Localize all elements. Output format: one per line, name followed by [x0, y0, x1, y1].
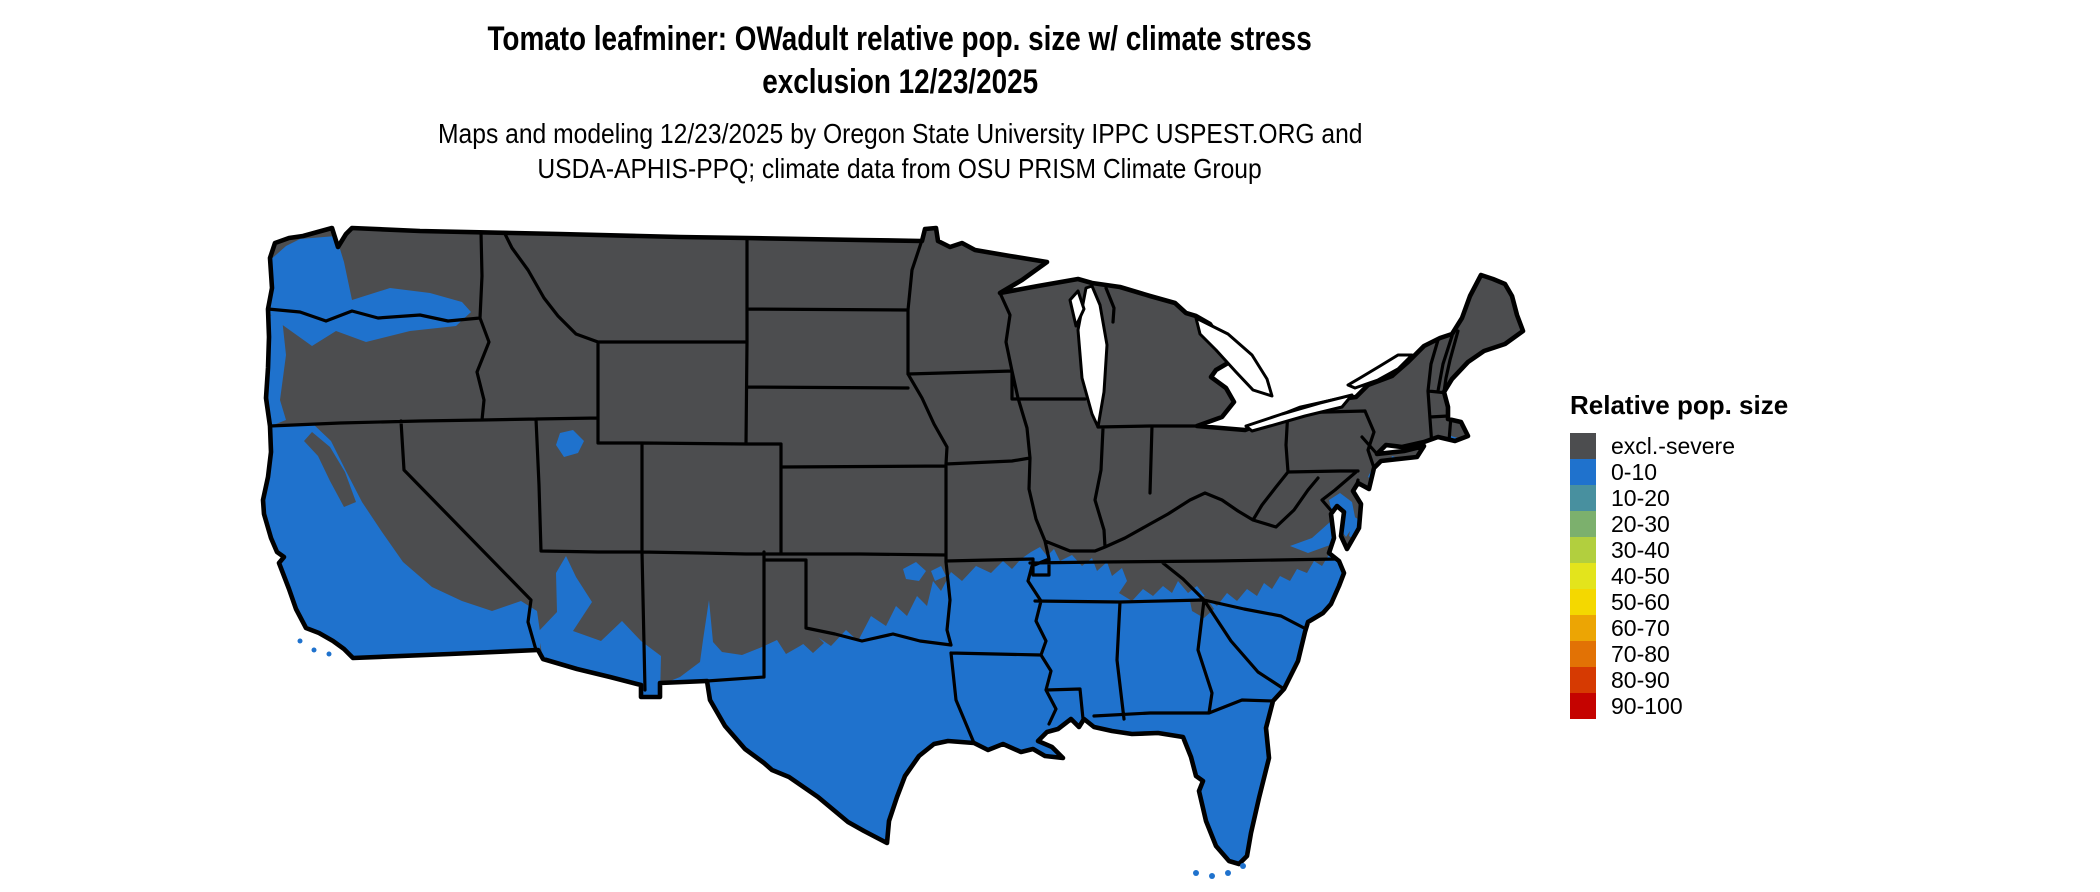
legend-item: 50-60	[1570, 589, 1788, 615]
florida-keys-dot	[1240, 863, 1246, 869]
legend-item: 60-70	[1570, 615, 1788, 641]
legend-title: Relative pop. size	[1570, 390, 1789, 420]
legend-items: excl.-severe 0-10 10-20 20-30 30-40 40-50 50-6…	[1570, 433, 1788, 719]
population-region-0-10	[263, 236, 1461, 864]
legend-item: 70-80	[1570, 641, 1788, 667]
map-legend: Relative pop. size excl.-severe 0-10 10-20…	[1570, 390, 1788, 719]
legend-item: 40-50	[1570, 563, 1788, 589]
channel-island-dot	[326, 651, 332, 657]
legend-swatch	[1570, 485, 1596, 511]
legend-item: 10-20	[1570, 485, 1788, 511]
legend-label: 20-30	[1611, 511, 1670, 537]
green-bay	[1068, 289, 1086, 328]
channel-island-dot	[311, 647, 317, 653]
legend-label: excl.-severe	[1611, 433, 1735, 459]
legend-label: 60-70	[1611, 615, 1670, 641]
title-line-1: Tomato leafminer: OWadult relative pop. …	[487, 20, 1313, 58]
legend-swatch	[1570, 667, 1596, 693]
legend-label: 30-40	[1611, 537, 1670, 563]
legend-swatch	[1570, 615, 1596, 641]
legend-swatch	[1570, 433, 1596, 459]
subtitle-line-1: Maps and modeling 12/23/2025 by Oregon S…	[437, 118, 1363, 149]
legend-swatch	[1570, 641, 1596, 667]
legend-label: 0-10	[1611, 459, 1658, 485]
legend-label: 10-20	[1611, 485, 1670, 511]
island-dots	[297, 638, 1246, 879]
legend-label: 90-100	[1611, 693, 1683, 719]
legend-swatch	[1570, 511, 1596, 537]
lake-erie	[1244, 393, 1354, 433]
legend-label: 40-50	[1611, 563, 1670, 589]
figure-title: Tomato leafminer: OWadult relative pop. …	[265, 18, 1535, 104]
lake-huron	[1194, 316, 1274, 398]
legend-item: 90-100	[1570, 693, 1788, 719]
florida-keys-dot	[1209, 873, 1215, 879]
legend-item: excl.-severe	[1570, 433, 1788, 459]
legend-swatch	[1570, 563, 1596, 589]
legend-swatch	[1570, 537, 1596, 563]
legend-item: 20-30	[1570, 511, 1788, 537]
lake-michigan	[1076, 284, 1109, 429]
florida-keys-dot	[1225, 870, 1231, 876]
legend-item: 80-90	[1570, 667, 1788, 693]
legend-item: 30-40	[1570, 537, 1788, 563]
legend-label: 50-60	[1611, 589, 1670, 615]
legend-swatch	[1570, 459, 1596, 485]
legend-swatch	[1570, 693, 1596, 719]
legend-swatch	[1570, 589, 1596, 615]
figure-subtitle: Maps and modeling 12/23/2025 by Oregon S…	[265, 116, 1535, 186]
florida-keys-dot	[1193, 870, 1199, 876]
title-line-2: exclusion 12/23/2025	[762, 63, 1038, 101]
legend-item: 0-10	[1570, 459, 1788, 485]
legend-label: 80-90	[1611, 667, 1670, 693]
channel-island-dot	[297, 638, 303, 644]
subtitle-line-2: USDA-APHIS-PPQ; climate data from OSU PR…	[537, 153, 1263, 184]
legend-label: 70-80	[1611, 641, 1670, 667]
lake-ontario	[1346, 353, 1414, 390]
